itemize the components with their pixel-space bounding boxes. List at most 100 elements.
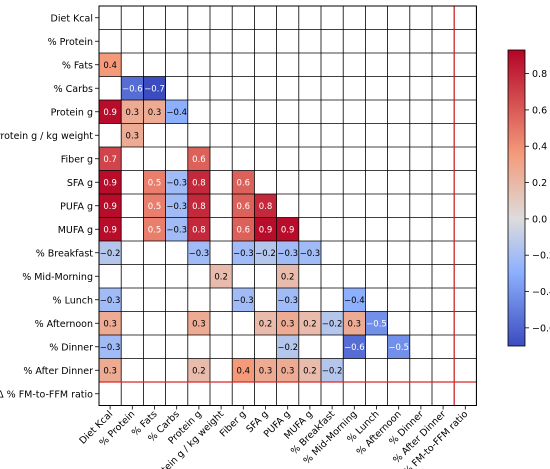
- cell-value-label: 0.3: [126, 108, 140, 118]
- y-tick-label: Protein g / kg weight: [0, 131, 93, 142]
- cell-value-label: −0.7: [144, 84, 165, 94]
- colorbar-tick-label: 0.8: [532, 69, 547, 80]
- cell-value-label: 0.2: [259, 319, 273, 329]
- cell-value-label: 0.2: [303, 366, 317, 376]
- heatmap-cell: [276, 288, 299, 312]
- cell-value-label: 0.3: [281, 366, 295, 376]
- heatmap-cell: [232, 217, 255, 241]
- y-tick-label: % Dinner: [49, 342, 93, 353]
- cell-value-label: −0.6: [122, 84, 143, 94]
- y-tick-label: % Afternoon: [35, 319, 93, 330]
- heatmap-cell: [254, 358, 277, 382]
- heatmap-cell: [276, 358, 299, 382]
- cell-value-label: 0.9: [103, 178, 117, 188]
- cell-value-label: −0.3: [166, 202, 187, 212]
- heatmap-cell: [232, 194, 255, 218]
- heatmap-cell: [254, 241, 277, 265]
- cell-value-label: 0.7: [103, 155, 117, 165]
- cell-value-label: −0.2: [100, 249, 121, 259]
- heatmap-cell: [165, 217, 188, 241]
- cell-value-label: 0.2: [192, 366, 206, 376]
- colorbar-tick-label: −0.6: [532, 323, 550, 334]
- heatmap-cell: [365, 311, 388, 335]
- heatmap-cell: [321, 311, 344, 335]
- heatmap-grid: [98, 5, 477, 406]
- heatmap-cell: [99, 100, 122, 124]
- heatmap-cell: [343, 288, 366, 312]
- colorbar-tick-label: −0.4: [532, 287, 550, 298]
- cell-value-label: −0.6: [344, 343, 365, 353]
- heatmap-cell: [187, 311, 210, 335]
- heatmap-cell: [143, 100, 166, 124]
- cell-value-label: 0.6: [237, 202, 251, 212]
- cell-value-label: 0.3: [348, 319, 362, 329]
- heatmap-cell: [232, 358, 255, 382]
- heatmap-cell: [99, 358, 122, 382]
- cell-value-label: −0.3: [233, 249, 254, 259]
- heatmap-cell: [276, 264, 299, 288]
- heatmap-cell: [121, 100, 144, 124]
- heatmap-cell: [232, 241, 255, 265]
- cell-value-label: 0.8: [192, 225, 206, 235]
- cell-value-label: −0.4: [344, 296, 365, 306]
- cell-value-label: −0.3: [166, 178, 187, 188]
- cell-value-label: 0.4: [103, 61, 117, 71]
- heatmap-cell: [99, 217, 122, 241]
- heatmap-cell: [99, 288, 122, 312]
- heatmap-cell: [276, 241, 299, 265]
- cell-value-label: −0.2: [255, 249, 276, 259]
- y-tick-label: PUFA g: [60, 201, 93, 212]
- heatmap-cell: [187, 194, 210, 218]
- cell-value-label: −0.4: [166, 108, 187, 118]
- cell-value-label: −0.3: [300, 249, 321, 259]
- y-tick-label: MUFA g: [58, 225, 93, 236]
- heatmap-cell: [143, 76, 166, 100]
- cell-value-label: −0.3: [189, 249, 210, 259]
- cell-value-label: −0.2: [277, 343, 298, 353]
- cell-value-label: −0.2: [322, 366, 343, 376]
- heatmap-cell: [321, 358, 344, 382]
- heatmap-cell: [99, 335, 122, 359]
- heatmap-cell: [187, 241, 210, 265]
- y-tick-label: % Lunch: [53, 295, 93, 306]
- y-tick-label: Diet Kcal: [51, 13, 93, 24]
- colorbar-tick-label: 0.0: [532, 214, 547, 225]
- heatmap-cell: [210, 264, 233, 288]
- heatmap-cell: [254, 217, 277, 241]
- heatmap-cells: 0.4−0.6 −0.70.9 0.3 0.3 −0.40.30.7 0.60.9 0.5−…: [99, 6, 477, 406]
- cell-value-label: 0.9: [103, 108, 117, 118]
- y-tick-label: % Fats: [62, 60, 93, 71]
- heatmap-cell: [99, 170, 122, 194]
- y-tick-label: % Protein: [48, 37, 93, 48]
- cell-value-label: 0.6: [192, 155, 206, 165]
- heatmap-cell: [254, 194, 277, 218]
- cell-value-label: −0.3: [233, 296, 254, 306]
- cell-value-label: 0.3: [281, 319, 295, 329]
- cell-value-label: 0.3: [192, 319, 206, 329]
- cell-value-label: 0.9: [103, 225, 117, 235]
- colorbar-tick-label: 0.6: [532, 105, 547, 116]
- heatmap-cell: [298, 311, 321, 335]
- y-tick-label: % After Dinner: [23, 366, 93, 377]
- heatmap-cell: [121, 76, 144, 100]
- cell-value-label: 0.5: [148, 178, 162, 188]
- cell-value-label: 0.9: [259, 225, 273, 235]
- cell-value-label: 0.8: [192, 202, 206, 212]
- cell-value-label: 0.5: [148, 202, 162, 212]
- colorbar-gradient: [507, 49, 526, 347]
- cell-value-label: 0.4: [237, 366, 251, 376]
- cell-value-label: 0.5: [148, 225, 162, 235]
- colorbar-tick-label: 0.2: [532, 178, 547, 189]
- heatmap-cell: [276, 335, 299, 359]
- heatmap-cell: [121, 123, 144, 147]
- y-tick-label: Protein g: [51, 107, 93, 118]
- cell-value-label: 0.3: [103, 366, 117, 376]
- cell-value-label: −0.5: [366, 319, 387, 329]
- cell-value-label: −0.3: [277, 249, 298, 259]
- heatmap-cell: [276, 217, 299, 241]
- heatmap-cell: [99, 311, 122, 335]
- heatmap-cell: [187, 358, 210, 382]
- heatmap-cell: [187, 147, 210, 171]
